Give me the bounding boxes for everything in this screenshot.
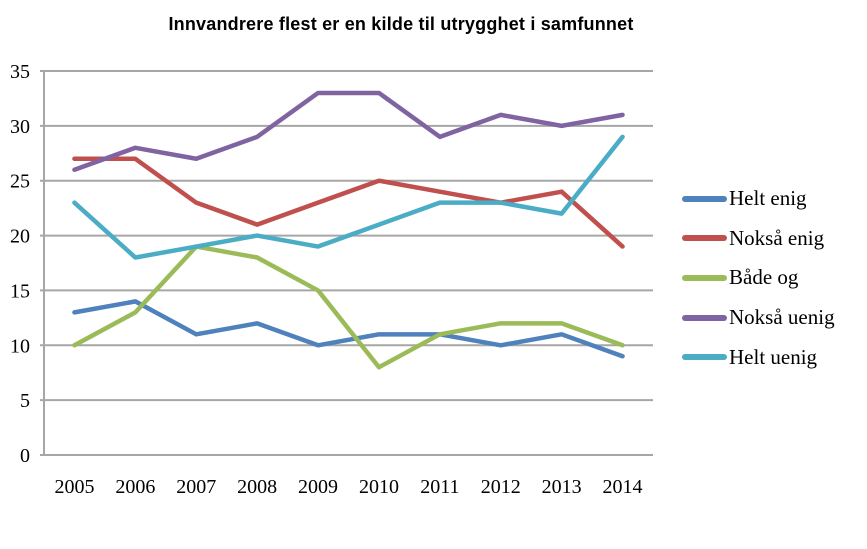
series-line-helt-enig (72, 299, 625, 359)
series-line-noksa-uenig (72, 90, 625, 172)
y-tick-label-25: 25 (10, 171, 30, 193)
legend-label-noksa-uenig: Nokså uenig (729, 305, 835, 330)
y-tick-label-20: 20 (10, 226, 30, 248)
y-tick-label-30: 30 (10, 116, 30, 138)
x-tick-label-2006: 2006 (115, 476, 155, 498)
legend-item-helt-uenig: Helt uenig (682, 337, 835, 377)
x-tick-label-2013: 2013 (542, 476, 582, 498)
legend-label-helt-enig: Helt enig (729, 186, 807, 211)
legend-label-noksa-enig: Nokså enig (729, 225, 825, 250)
legend: Helt enig Nokså enig Både og Nokså uenig Hel… (682, 179, 835, 377)
legend-item-bade-og: Både og (682, 258, 835, 298)
chart-title: Innvandrere flest er en kilde til utrygg… (168, 14, 634, 34)
legend-swatch-helt-enig (682, 195, 727, 202)
x-tick-label-2009: 2009 (298, 476, 338, 498)
legend-label-helt-uenig: Helt uenig (729, 344, 818, 369)
legend-item-noksa-enig: Nokså enig (682, 219, 835, 259)
y-tick-label-35: 35 (10, 61, 30, 83)
y-tick-label-10: 10 (10, 335, 30, 357)
legend-swatch-noksa-enig (682, 235, 727, 242)
x-tick-label-2014: 2014 (603, 476, 643, 498)
legend-label-bade-og: Både og (729, 265, 799, 290)
x-tick-label-2008: 2008 (237, 476, 277, 498)
legend-swatch-bade-og (682, 274, 727, 281)
x-tick-label-2005: 2005 (54, 476, 94, 498)
legend-swatch-helt-uenig (682, 354, 727, 361)
series-line-helt-uenig (72, 134, 625, 260)
x-tick-label-2007: 2007 (176, 476, 216, 498)
x-tick-label-2011: 2011 (420, 476, 459, 498)
x-tick-label-2012: 2012 (481, 476, 521, 498)
legend-item-noksa-uenig: Nokså uenig (682, 298, 835, 338)
y-tick-label-5: 5 (20, 390, 30, 412)
y-tick-label-15: 15 (10, 280, 30, 302)
legend-item-helt-enig: Helt enig (682, 179, 835, 219)
x-tick-label-2010: 2010 (359, 476, 399, 498)
series-line-noksa-enig (72, 156, 625, 249)
series-line-bade-og (72, 244, 625, 370)
legend-swatch-noksa-uenig (682, 314, 727, 321)
y-tick-label-0: 0 (20, 445, 30, 467)
